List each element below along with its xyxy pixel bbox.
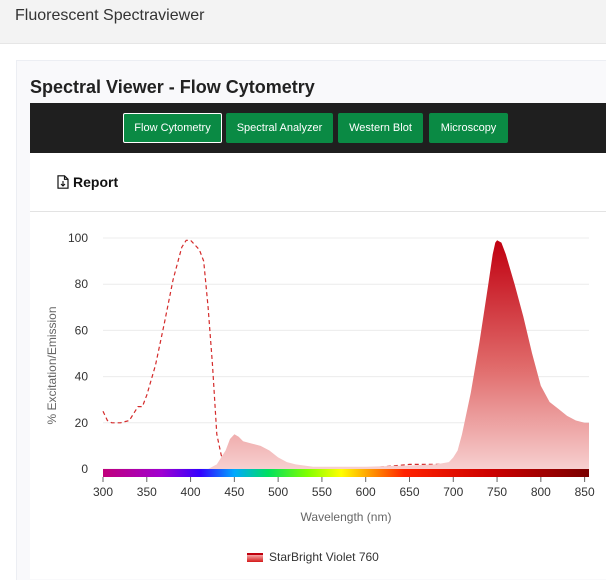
x-tick-label: 550: [312, 485, 332, 499]
wavelength-spectrum-bar: [103, 469, 589, 477]
tab-bar: Flow Cytometry Spectral Analyzer Western…: [30, 103, 606, 153]
x-tick-label: 400: [181, 485, 201, 499]
y-tick-label: 100: [68, 231, 88, 245]
tab-microscopy[interactable]: Microscopy: [429, 113, 508, 143]
x-tick-label: 700: [443, 485, 463, 499]
x-tick-label: 750: [487, 485, 507, 499]
y-tick-label: 20: [75, 416, 89, 430]
excitation-line: [102, 239, 590, 470]
y-tick-label: 80: [75, 277, 89, 291]
x-tick-label: 600: [356, 485, 376, 499]
y-tick-label: 40: [75, 370, 89, 384]
chart-legend[interactable]: StarBright Violet 760: [247, 550, 379, 564]
document-icon: [57, 175, 69, 189]
spectra-chart: 0 20 40 60 80 100 300 350 400 450 500 550 600 650 700 7…: [45, 231, 595, 524]
y-tick-label: 60: [75, 323, 89, 337]
emission-area: [208, 240, 589, 469]
x-tick-label: 300: [93, 485, 113, 499]
report-button[interactable]: Report: [57, 174, 118, 190]
x-tick-label: 800: [531, 485, 551, 499]
x-tick-label: 450: [224, 485, 244, 499]
x-tick-label: 350: [137, 485, 157, 499]
page-title: Spectral Viewer - Flow Cytometry: [30, 77, 315, 97]
legend-swatch: [247, 552, 263, 562]
x-axis-title: Wavelength (nm): [301, 510, 392, 524]
legend-label: StarBright Violet 760: [269, 550, 379, 564]
y-axis-title: % Excitation/Emission: [45, 306, 59, 424]
tab-spectral-analyzer[interactable]: Spectral Analyzer: [226, 113, 333, 143]
x-tick-label: 500: [268, 485, 288, 499]
y-tick-label: 0: [81, 462, 88, 476]
tab-flow-cytometry[interactable]: Flow Cytometry: [123, 113, 222, 143]
app-title: Fluorescent Spectraviewer: [15, 7, 205, 24]
x-tick-label: 650: [399, 485, 419, 499]
app-header: Fluorescent Spectraviewer: [0, 0, 606, 44]
divider: [30, 211, 606, 212]
tab-western-blot[interactable]: Western Blot: [338, 113, 423, 143]
report-label: Report: [73, 174, 119, 190]
x-tick-label: 850: [575, 485, 595, 499]
